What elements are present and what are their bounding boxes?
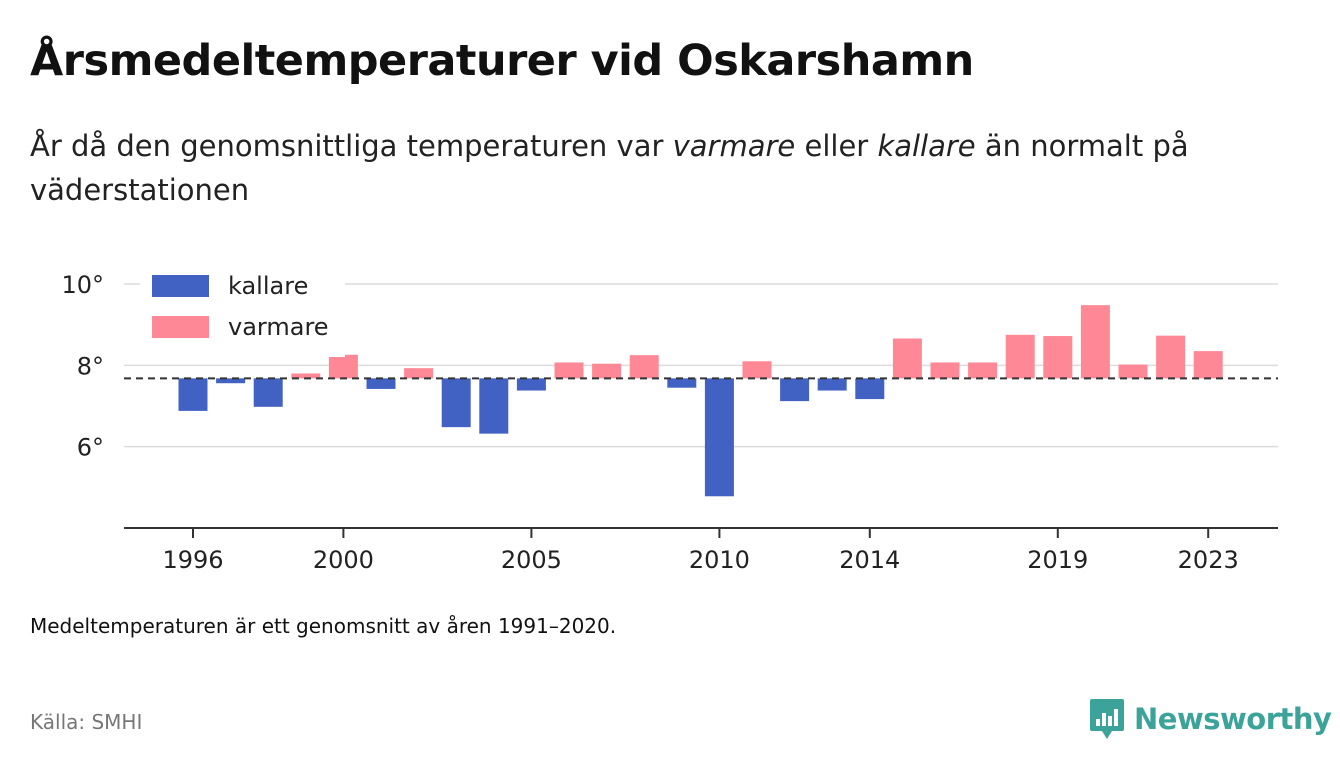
legend-label-varmare: varmare — [228, 313, 329, 341]
bar — [780, 378, 810, 402]
bar — [1005, 334, 1035, 379]
x-tick-label: 2010 — [689, 546, 750, 574]
newsworthy-logo-icon — [1090, 699, 1124, 739]
footnote: Medeltemperaturen är ett genomsnitt av å… — [30, 614, 617, 638]
y-tick-label: 10° — [61, 271, 104, 299]
source-credit: Källa: SMHI — [30, 710, 143, 734]
bar — [855, 378, 885, 400]
brand-name: Newsworthy — [1134, 702, 1332, 736]
subtitle-part-1: År då den genomsnittliga temperaturen va… — [30, 129, 673, 163]
subtitle-part-2: eller — [795, 129, 878, 163]
bar — [704, 378, 734, 497]
x-tick-label: 2023 — [1178, 546, 1239, 574]
legend-label-kallare: kallare — [228, 272, 308, 300]
y-tick-label: 6° — [77, 434, 104, 462]
bar — [1118, 364, 1148, 379]
brand-logo: Newsworthy — [1088, 695, 1332, 743]
x-tick-label: 2014 — [839, 546, 900, 574]
bar — [742, 361, 772, 379]
bar — [1156, 335, 1186, 379]
bar — [629, 355, 659, 379]
legend-swatch-kallare — [152, 275, 209, 297]
bar — [216, 378, 246, 384]
bar — [968, 362, 998, 379]
chart-subtitle: År då den genomsnittliga temperaturen va… — [30, 124, 1300, 212]
bar — [1080, 305, 1110, 379]
bar-chart: 6° 8° 10° 1996 2000 2005 2010 2014 2019 2023 kalla… — [61, 267, 1278, 574]
bar — [516, 378, 546, 391]
subtitle-part-3: än normalt på väderstationen — [30, 129, 1189, 207]
bar — [554, 362, 584, 379]
chart-title: Årsmedeltemperaturer vid Oskarshamn — [30, 36, 974, 86]
bar — [479, 378, 509, 434]
legend-swatch-varmare — [152, 316, 209, 338]
bar — [178, 378, 208, 411]
bar — [366, 378, 396, 389]
x-tick-label: 2019 — [1027, 546, 1088, 574]
bar — [1193, 351, 1223, 379]
bar — [1043, 336, 1073, 379]
x-tick-label: 2005 — [501, 546, 562, 574]
bar — [291, 373, 321, 379]
bar — [817, 378, 847, 391]
bar — [667, 378, 697, 388]
y-tick-label: 8° — [77, 352, 104, 380]
bar — [930, 362, 960, 379]
bar — [892, 338, 922, 379]
bar — [253, 378, 283, 407]
bar — [328, 354, 358, 379]
bar — [592, 363, 622, 379]
bar — [404, 368, 434, 379]
subtitle-warm-word: varmare — [672, 129, 796, 163]
subtitle-cold-word: kallare — [877, 129, 976, 163]
bar — [441, 378, 471, 428]
x-tick-label: 2000 — [313, 546, 374, 574]
x-tick-label: 1996 — [162, 546, 223, 574]
